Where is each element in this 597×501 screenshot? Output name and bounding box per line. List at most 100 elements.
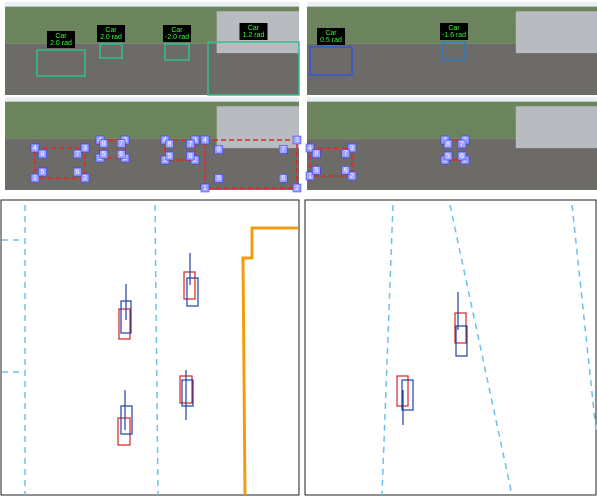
keypoint-marker (73, 149, 82, 159)
keypoint-box (309, 147, 353, 177)
building (515, 11, 597, 54)
keypoint-marker (80, 143, 90, 153)
road-boundary (241, 226, 298, 496)
keypoint-label: 3 (350, 145, 354, 152)
label-angle: 2.0 rad (50, 40, 72, 47)
keypoint-marker (200, 183, 210, 193)
keypoint-label: 7 (76, 151, 80, 158)
keypoint-label: 2 (350, 173, 354, 180)
keypoint-box (34, 147, 86, 179)
keypoint-marker (457, 151, 467, 161)
keypoint-box (164, 139, 196, 161)
car-box (309, 46, 353, 76)
keypoint-marker (99, 150, 108, 159)
keypoint-label: 5 (168, 153, 172, 160)
label-angle: 1.2 rad (243, 32, 265, 39)
keypoint-label: 2 (193, 157, 197, 164)
label-class: Car (105, 27, 117, 34)
keypoint-marker (38, 167, 47, 177)
keypoint-marker (292, 183, 302, 193)
label-bg (317, 28, 345, 45)
bev-right (304, 199, 597, 496)
keypoint-label: 8 (217, 146, 221, 153)
lane-lines (2, 204, 597, 496)
label-bg (163, 25, 191, 42)
label-class: Car (325, 30, 337, 37)
keypoint-label: 4 (33, 145, 37, 152)
keypoint-label: 4 (163, 137, 167, 144)
car-box (99, 43, 123, 59)
keypoint-marker (443, 139, 453, 149)
label-angle: 2.0 rad (100, 34, 122, 41)
keypoint-label: 1 (443, 157, 447, 164)
keypoint-marker (80, 173, 90, 183)
keypoint-label: 4 (308, 145, 312, 152)
keypoint-marker (305, 171, 315, 181)
keypoint-label: 1 (33, 175, 37, 182)
keypoint-label: 7 (281, 146, 285, 153)
label-angle: 0.5 rad (320, 37, 342, 44)
keypoint-label: 1 (308, 173, 312, 180)
keypoint-label: 7 (119, 140, 123, 147)
keypoint-label: 8 (102, 140, 106, 147)
keypoint-label: 5 (217, 175, 221, 182)
keypoint-marker (341, 166, 350, 175)
keypoint-marker (278, 174, 288, 183)
keypoint-label: 6 (281, 175, 285, 182)
car-box (442, 41, 466, 61)
keypoint-marker (341, 149, 350, 158)
keypoint-label: 5 (314, 167, 318, 174)
keypoint-marker (443, 151, 453, 161)
keypoint-label: 6 (119, 151, 123, 158)
keypoint-label: 7 (344, 150, 348, 157)
keypoint-box (99, 139, 126, 159)
keypoint-marker (305, 143, 315, 153)
keypoint-marker (347, 143, 357, 153)
car-box (36, 49, 86, 77)
bev-left (0, 199, 300, 496)
keypoint-label: 5 (446, 153, 450, 160)
label-class: Car (448, 25, 460, 32)
keypoint-marker (186, 151, 195, 161)
keypoint-label: 8 (168, 141, 172, 148)
building (515, 106, 597, 149)
keypoint-label: 1 (203, 185, 207, 192)
building (216, 106, 299, 149)
car-box (164, 43, 190, 61)
keypoint-marker (200, 135, 210, 145)
keypoint-label: 7 (460, 141, 464, 148)
keypoint-label: 4 (203, 137, 207, 144)
keypoint-label: 2 (83, 175, 87, 182)
keypoint-marker (292, 135, 302, 145)
keypoint-label: 7 (189, 141, 193, 148)
keypoint-label: 8 (446, 141, 450, 148)
label-bg (47, 31, 75, 48)
keypoint-label: 3 (193, 137, 197, 144)
keypoint-marker (312, 166, 321, 175)
keypoint-marker (30, 143, 40, 153)
label-bg (239, 23, 268, 40)
keypoint-label: 8 (314, 150, 318, 157)
keypoint-box (444, 139, 466, 161)
label-angle: -1.6 rad (442, 32, 466, 39)
keypoint-marker (347, 171, 357, 181)
keypoint-label: 8 (41, 151, 45, 158)
keypoint-label: 5 (102, 151, 106, 158)
keypoint-marker (117, 139, 126, 148)
car-box (207, 41, 300, 96)
keypoint-marker (38, 149, 47, 159)
label-class: Car (248, 25, 260, 32)
label-bg (440, 23, 468, 40)
keypoint-marker (278, 145, 288, 154)
keypoint-label: 3 (83, 145, 87, 152)
keypoint-marker (457, 139, 467, 149)
keypoint-label: 1 (163, 157, 167, 164)
keypoint-marker (117, 150, 126, 159)
keypoint-marker (165, 151, 174, 161)
keypoint-label: 3 (295, 137, 299, 144)
keypoint-marker (30, 173, 40, 183)
keypoint-marker (312, 149, 321, 158)
keypoint-marker (165, 139, 174, 149)
keypoint-label: 6 (189, 153, 193, 160)
